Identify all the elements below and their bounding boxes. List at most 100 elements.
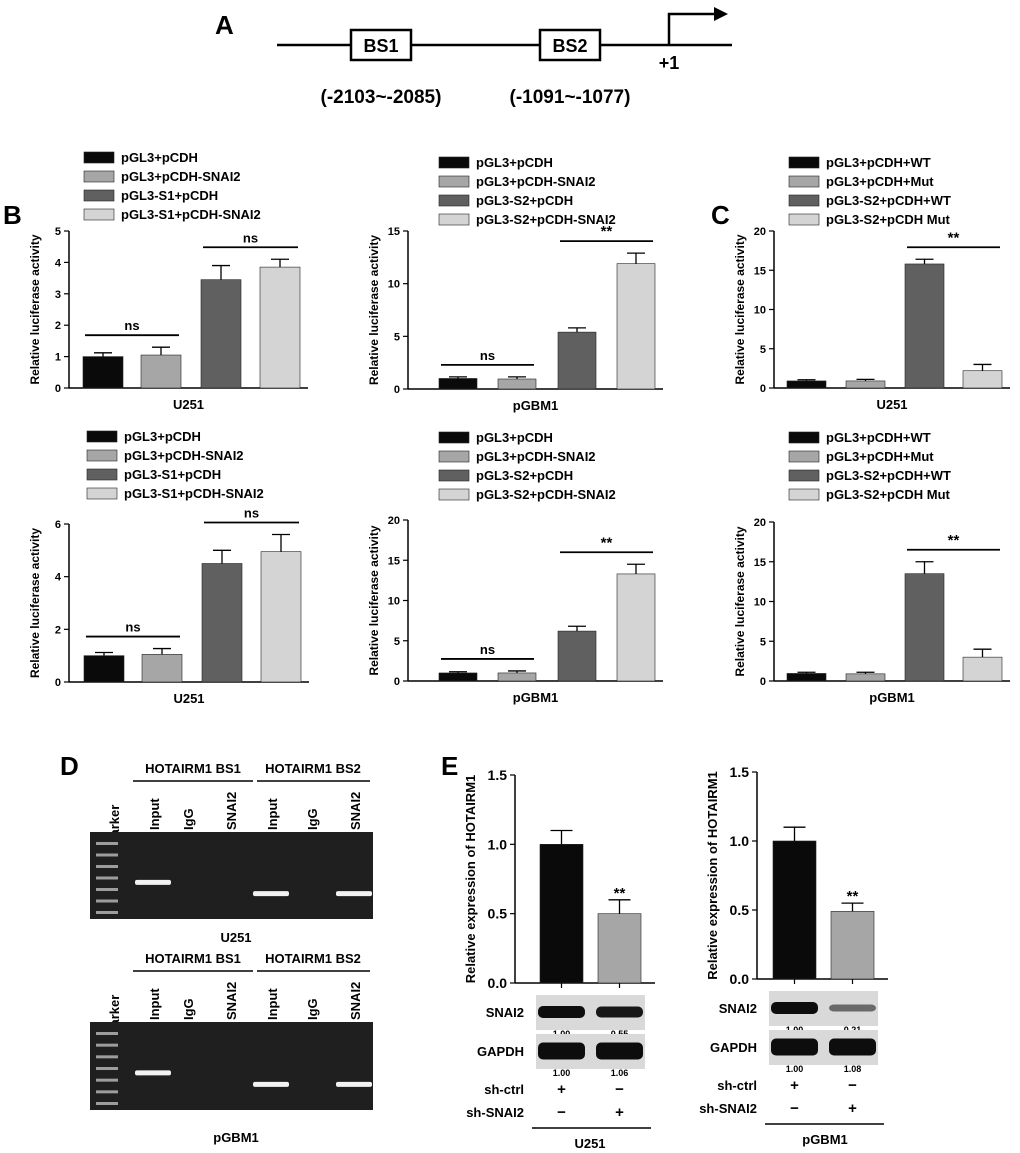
- y-tick-label: 1.0: [488, 836, 508, 852]
- chart-C1: pGL3+pCDH+WT pGL3+pCDH+Mut pGL3-S2+pCDH+WT…: [733, 155, 1010, 412]
- lane-label: Input: [147, 988, 162, 1020]
- panel-e-U251: 0.0 0.5 1.0 1.5 Relative expression of HOTAI…: [463, 767, 655, 1151]
- bar-1: [497, 672, 537, 682]
- lane-label: SNAI2: [348, 792, 363, 830]
- bar-2: [904, 263, 945, 389]
- ladder-band: [96, 1078, 118, 1082]
- legend-swatch: [86, 468, 118, 481]
- y-tick-label: 0: [760, 676, 766, 688]
- dna-band: [336, 891, 372, 897]
- x-axis-label: U251: [173, 397, 204, 412]
- y-tick-label: 0: [760, 383, 766, 395]
- y-tick-label: 1.5: [488, 767, 508, 783]
- bar-3: [962, 370, 1003, 389]
- legend-swatch: [788, 213, 820, 226]
- bar-2: [201, 563, 243, 683]
- legend-label: pGL3+pCDH-SNAI2: [476, 449, 596, 464]
- lane-label: SNAI2: [224, 982, 239, 1020]
- bar-1: [141, 654, 183, 683]
- y-tick-label: 1: [55, 352, 61, 364]
- legend-label: pGL3+pCDH: [476, 430, 553, 445]
- treatment-sign: −: [615, 1081, 624, 1098]
- panel-a-diagram: A BS1 BS2 +1 (-2103~-2085) (-1091~-1077): [215, 7, 732, 108]
- sh-ctrl-label: sh-ctrl: [484, 1082, 524, 1097]
- lane-label: Input: [147, 798, 162, 830]
- lane-label: IgG: [305, 998, 320, 1020]
- gel-cell-label: pGBM1: [213, 1130, 259, 1145]
- y-tick-label: 10: [754, 305, 766, 317]
- gapdh-label: GAPDH: [477, 1044, 524, 1059]
- lane-label: IgG: [181, 998, 196, 1020]
- gapdh-label: GAPDH: [710, 1040, 757, 1055]
- significance-label: ns: [480, 642, 495, 657]
- gel-image: [90, 1022, 373, 1110]
- legend-swatch: [438, 469, 470, 482]
- gel-image: [90, 832, 373, 919]
- group-bs2-label: HOTAIRM1 BS2: [265, 951, 361, 966]
- snai2-band: [771, 1002, 818, 1014]
- y-tick-label: 20: [754, 226, 766, 238]
- ladder-band: [96, 865, 118, 868]
- legend-label: pGL3-S2+pCDH-SNAI2: [476, 212, 616, 227]
- bar-0: [539, 844, 584, 984]
- y-tick-label: 0.5: [488, 906, 508, 922]
- tss-arrow-head-icon: [714, 7, 728, 21]
- legend-swatch: [438, 488, 470, 501]
- legend-label: pGL3-S1+pCDH: [121, 188, 218, 203]
- sh-snai2-label: sh-SNAI2: [699, 1101, 757, 1116]
- panel-e-group: 0.0 0.5 1.0 1.5 Relative expression of HOTAI…: [463, 764, 888, 1151]
- ladder-band: [96, 853, 118, 857]
- legend-swatch: [438, 450, 470, 463]
- group-bs2-label: HOTAIRM1 BS2: [265, 761, 361, 776]
- chart-B2: pGL3+pCDH pGL3+pCDH-SNAI2 pGL3-S2+pCDH pGL3…: [367, 155, 663, 413]
- legend-label: pGL3-S1+pCDH: [124, 467, 221, 482]
- legend-label: pGL3+pCDH-SNAI2: [124, 448, 244, 463]
- y-tick-label: 4: [55, 572, 62, 584]
- gel-cell-label: U251: [220, 930, 251, 945]
- lane-label: SNAI2: [224, 792, 239, 830]
- gapdh-band: [538, 1042, 585, 1060]
- legend-label: pGL3-S2+pCDH-SNAI2: [476, 487, 616, 502]
- y-tick-label: 0: [394, 384, 400, 396]
- y-tick-label: 4: [55, 257, 62, 269]
- panel-d-label: D: [60, 751, 79, 781]
- significance-label: **: [948, 532, 960, 549]
- legend-label: pGL3+pCDH+WT: [826, 430, 931, 445]
- dna-band: [135, 1070, 171, 1076]
- legend-swatch: [86, 487, 118, 500]
- bar-0: [438, 378, 478, 390]
- bs1-box: [349, 28, 413, 62]
- y-axis-label: Relative luciferase activity: [733, 234, 747, 384]
- lane-label: SNAI2: [348, 982, 363, 1020]
- y-tick-label: 3: [55, 289, 61, 301]
- y-tick-label: 5: [394, 331, 400, 343]
- cell-label: pGBM1: [802, 1132, 848, 1147]
- y-axis-label: Relative luciferase activity: [733, 526, 747, 676]
- legend-label: pGL3+pCDH: [121, 150, 198, 165]
- y-tick-label: 15: [388, 226, 400, 238]
- chart-B4: pGL3+pCDH pGL3+pCDH-SNAI2 pGL3-S2+pCDH pGL3…: [367, 430, 663, 705]
- y-tick-label: 2: [55, 320, 61, 332]
- snai2-label: SNAI2: [719, 1001, 757, 1016]
- y-tick-label: 5: [55, 226, 61, 238]
- y-tick-label: 15: [388, 555, 400, 567]
- y-axis-label: Relative expression of HOTAIRM1: [705, 771, 720, 980]
- group-bs1-label: HOTAIRM1 BS1: [145, 761, 241, 776]
- legend-swatch: [788, 156, 820, 169]
- lane-label: Input: [265, 798, 280, 830]
- ladder-band: [96, 911, 118, 914]
- ladder-band: [96, 876, 118, 880]
- sh-ctrl-label: sh-ctrl: [717, 1078, 757, 1093]
- treatment-sign: +: [790, 1077, 799, 1094]
- legend-swatch: [438, 431, 470, 444]
- x-axis-label: pGBM1: [513, 690, 559, 705]
- bs2-box: [538, 28, 602, 62]
- ladder-band: [96, 1067, 118, 1070]
- dna-band: [135, 879, 171, 885]
- bar-0: [786, 380, 827, 389]
- cell-label: U251: [574, 1136, 605, 1151]
- gapdh-band: [771, 1038, 818, 1056]
- y-tick-label: 0: [394, 676, 400, 688]
